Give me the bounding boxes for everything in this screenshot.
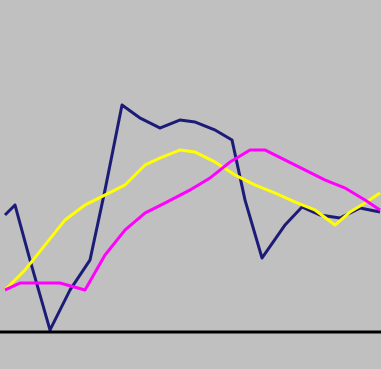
line-series (4, 148, 381, 292)
line-series (3, 148, 381, 292)
line-series (3, 103, 381, 332)
plot-area (3, 103, 381, 332)
